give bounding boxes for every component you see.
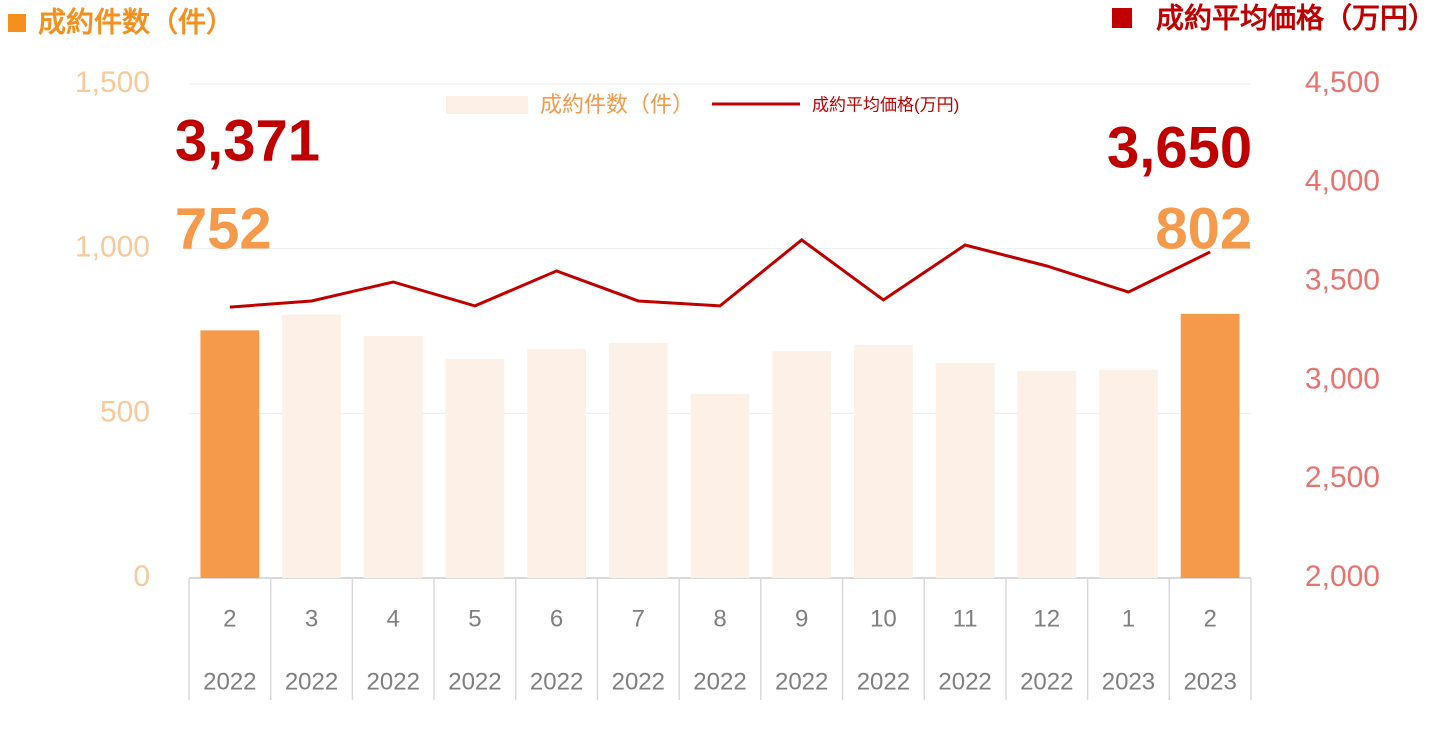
- x-year-label: 2022: [203, 668, 256, 695]
- count-value-label: 752: [175, 196, 272, 261]
- bar: [1180, 313, 1240, 578]
- bar: [772, 351, 832, 578]
- y-tick-label: 1,000: [75, 231, 150, 264]
- x-year-label: 2022: [285, 668, 338, 695]
- count-value-label: 802: [1155, 196, 1252, 261]
- bar: [935, 362, 995, 578]
- legend-label: 成約件数（件）: [540, 92, 694, 117]
- x-year-label: 2022: [693, 668, 746, 695]
- bar: [282, 314, 341, 578]
- x-tick-label: 3: [305, 605, 318, 632]
- y-axis-title: 成約件数（件）: [38, 5, 234, 37]
- y-title-swatch: [8, 14, 26, 32]
- price-value-label: 3,650: [1107, 115, 1252, 180]
- x-year-label: 2022: [448, 668, 501, 695]
- y-tick-label: 0: [133, 560, 150, 593]
- x-year-label: 2022: [775, 668, 828, 695]
- y2-tick-label: 3,000: [1305, 362, 1380, 395]
- bar: [527, 349, 587, 578]
- bar: [1017, 370, 1077, 578]
- x-year-label: 2022: [938, 668, 991, 695]
- bar: [853, 344, 913, 578]
- x-tick-label: 6: [550, 605, 563, 632]
- x-tick-label: 10: [870, 605, 897, 632]
- price-line: [229, 238, 1211, 309]
- y2-tick-label: 4,500: [1305, 66, 1380, 99]
- x-tick-label: 8: [713, 605, 726, 632]
- y2-tick-label: 2,000: [1305, 560, 1380, 593]
- y-tick-label: 1,500: [75, 66, 150, 99]
- x-year-label: 2022: [1020, 668, 1073, 695]
- bar: [608, 342, 668, 578]
- x-year-label: 2023: [1102, 668, 1155, 695]
- x-year-label: 2022: [367, 668, 420, 695]
- x-tick-label: 4: [387, 605, 400, 632]
- y2-tick-label: 2,500: [1305, 461, 1380, 494]
- x-tick-label: 5: [468, 605, 481, 632]
- y2-title-swatch: [1112, 8, 1132, 28]
- bar: [200, 330, 260, 578]
- bar: [690, 393, 750, 578]
- y2-tick-label: 4,000: [1305, 165, 1380, 198]
- x-tick-label: 7: [632, 605, 645, 632]
- x-tick-label: 2: [1203, 605, 1216, 632]
- x-tick-label: 9: [795, 605, 808, 632]
- price-value-label: 3,371: [175, 108, 320, 173]
- x-tick-label: 12: [1033, 605, 1060, 632]
- x-year-label: 2022: [612, 668, 665, 695]
- legend-swatch: [446, 96, 528, 114]
- x-year-label: 2022: [857, 668, 910, 695]
- y2-axis-title: 成約平均価格（万円）: [1156, 1, 1436, 33]
- x-year-label: 2022: [530, 668, 583, 695]
- bar: [363, 335, 423, 578]
- legend-label: 成約平均価格(万円): [812, 95, 959, 114]
- y-tick-label: 500: [100, 395, 150, 428]
- x-tick-label: 11: [953, 605, 978, 632]
- x-tick-label: 2: [223, 605, 236, 632]
- bar: [1099, 369, 1158, 578]
- y2-tick-label: 3,500: [1305, 264, 1380, 297]
- bar: [445, 358, 505, 578]
- x-tick-label: 1: [1122, 605, 1135, 632]
- x-year-label: 2023: [1183, 668, 1236, 695]
